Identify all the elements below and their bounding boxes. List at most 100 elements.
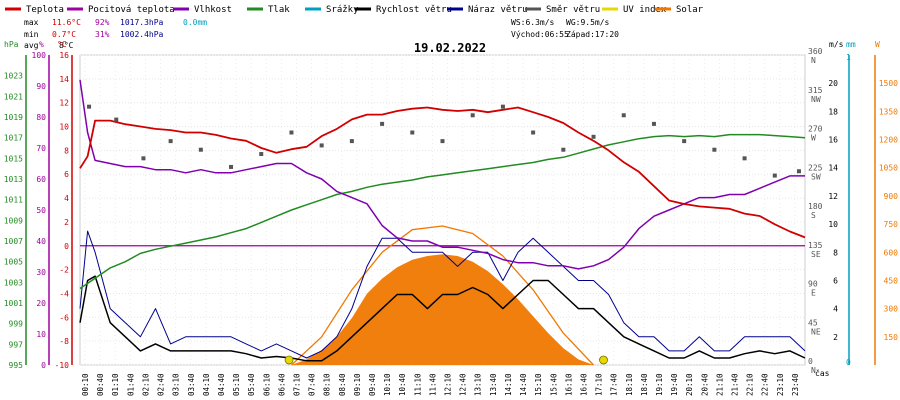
stats-max-temp: 11.6°C <box>52 18 81 27</box>
x-tick-16: 08:10 <box>323 373 332 396</box>
stats-max-pres: 1017.3hPa <box>120 18 164 27</box>
x-tick-36: 18:10 <box>625 373 634 396</box>
temperature-unit: °C <box>57 40 67 49</box>
temperature-tick-4: -2 <box>59 266 69 275</box>
direction-compass-4: S <box>811 211 816 220</box>
legend-label-2: Vlhkost <box>194 5 232 15</box>
direction-compass-0: N <box>811 366 816 375</box>
pressure-tick-1: 997 <box>9 340 24 349</box>
x-tick-17: 08:40 <box>338 373 347 396</box>
plot-area <box>79 79 806 366</box>
direction-tick-4: 180 <box>808 202 823 211</box>
stats-sunset: Západ:17:20 <box>566 30 619 39</box>
humidity-tick-5: 50 <box>36 206 46 215</box>
x-tick-3: 01:40 <box>126 373 135 396</box>
x-tick-43: 21:40 <box>731 373 740 396</box>
pressure-tick-2: 999 <box>9 320 24 329</box>
direction-point-23 <box>772 173 777 178</box>
stats-avg-temp: 8°C <box>59 41 74 50</box>
x-tick-18: 09:10 <box>353 373 362 396</box>
direction-point-6 <box>259 152 264 157</box>
direction-point-1 <box>114 117 119 122</box>
pressure-tick-5: 1005 <box>4 258 23 267</box>
stats-avg-label: avg <box>24 41 39 50</box>
chart-title: 19.02.2022 <box>414 41 486 55</box>
temperature-tick-11: 12 <box>59 99 69 108</box>
x-tick-6: 03:10 <box>172 373 181 396</box>
direction-point-19 <box>651 121 656 126</box>
x-tick-21: 10:40 <box>398 373 407 396</box>
direction-point-24 <box>796 169 801 174</box>
direction-point-2 <box>141 156 146 161</box>
stats-min-label: min <box>24 30 39 39</box>
x-tick-0: 00:10 <box>81 373 90 396</box>
legend: Teplota Pocitová teplota Vlhkost Tlak Srážky… <box>5 5 704 15</box>
x-tick-41: 20:40 <box>700 373 709 396</box>
direction-point-18 <box>621 113 626 118</box>
pressure-tick-7: 1009 <box>4 216 23 225</box>
x-tick-24: 12:10 <box>444 373 453 396</box>
pressure-tick-14: 1023 <box>4 72 23 81</box>
humidity-tick-1: 10 <box>36 330 46 339</box>
x-tick-40: 20:10 <box>685 373 694 396</box>
pressure-tick-10: 1015 <box>4 154 23 163</box>
direction-point-17 <box>591 134 596 139</box>
legend-label-1: Pocitová teplota <box>88 5 175 15</box>
x-tick-47: 23:40 <box>791 373 800 396</box>
x-tick-29: 14:40 <box>519 373 528 396</box>
humidity-tick-7: 70 <box>36 144 46 153</box>
x-tick-42: 21:10 <box>715 373 724 396</box>
direction-point-14 <box>500 104 505 109</box>
wind-tick-6: 12 <box>828 192 838 201</box>
direction-compass-8: N <box>811 56 816 65</box>
wind-tick-8: 16 <box>828 136 838 145</box>
pressure-tick-3: 1001 <box>4 299 23 308</box>
temperature-tick-8: 6 <box>64 170 69 179</box>
direction-tick-6: 270 <box>808 125 823 134</box>
direction-tick-0: 0 <box>808 357 813 366</box>
stats-sunrise: Východ:06:55 <box>511 30 569 39</box>
stats-max-rain: 0.0mm <box>183 18 207 27</box>
stats-panel: max 11.6°C 92% 1017.3hPa 0.0mm min 0.7°C… <box>24 18 619 50</box>
legend-label-8: UV index <box>623 5 667 15</box>
x-tick-32: 16:10 <box>564 373 573 396</box>
humidity-tick-2: 20 <box>36 299 46 308</box>
x-tick-31: 15:40 <box>549 373 558 396</box>
direction-tick-2: 90 <box>808 280 818 289</box>
humidity-tick-9: 90 <box>36 82 46 91</box>
rain-unit: mm <box>846 40 856 49</box>
direction-point-20 <box>682 139 687 144</box>
pressure-tick-11: 1017 <box>4 134 23 143</box>
solar-max-line <box>291 225 594 366</box>
x-tick-12: 06:10 <box>262 373 271 396</box>
sunset-marker <box>599 355 608 365</box>
pressure-tick-0: 995 <box>9 361 24 370</box>
stats-min-temp: 0.7°C <box>52 30 76 39</box>
pressure-unit: hPa <box>4 40 19 49</box>
direction-tick-3: 135 <box>808 241 823 250</box>
x-tick-44: 22:10 <box>746 373 755 396</box>
solar-tick-7: 1050 <box>879 164 898 173</box>
x-tick-45: 22:40 <box>761 373 770 396</box>
x-tick-8: 04:10 <box>202 373 211 396</box>
x-tick-5: 02:40 <box>157 373 166 396</box>
sunrise-marker <box>284 355 294 365</box>
x-axis-label: čas <box>815 368 830 378</box>
pressure-tick-12: 1019 <box>4 113 23 122</box>
stats-max-hum: 92% <box>95 18 110 27</box>
direction-point-4 <box>198 147 203 152</box>
x-tick-37: 18:40 <box>640 373 649 396</box>
direction-point-12 <box>440 139 445 144</box>
humidity-tick-8: 80 <box>36 113 46 122</box>
temperature-tick-1: -8 <box>59 337 69 346</box>
humidity-tick-0: 0 <box>41 361 46 370</box>
solar-tick-6: 900 <box>884 192 899 201</box>
temperature-tick-6: 2 <box>64 218 69 227</box>
legend-label-9: Solar <box>676 5 704 15</box>
pressure-tick-9: 1013 <box>4 175 23 184</box>
temperature-tick-10: 10 <box>59 123 69 132</box>
x-tick-10: 05:10 <box>232 373 241 396</box>
x-tick-11: 05:40 <box>247 373 256 396</box>
solar-area <box>291 254 594 365</box>
x-tick-1: 00:40 <box>96 373 105 396</box>
